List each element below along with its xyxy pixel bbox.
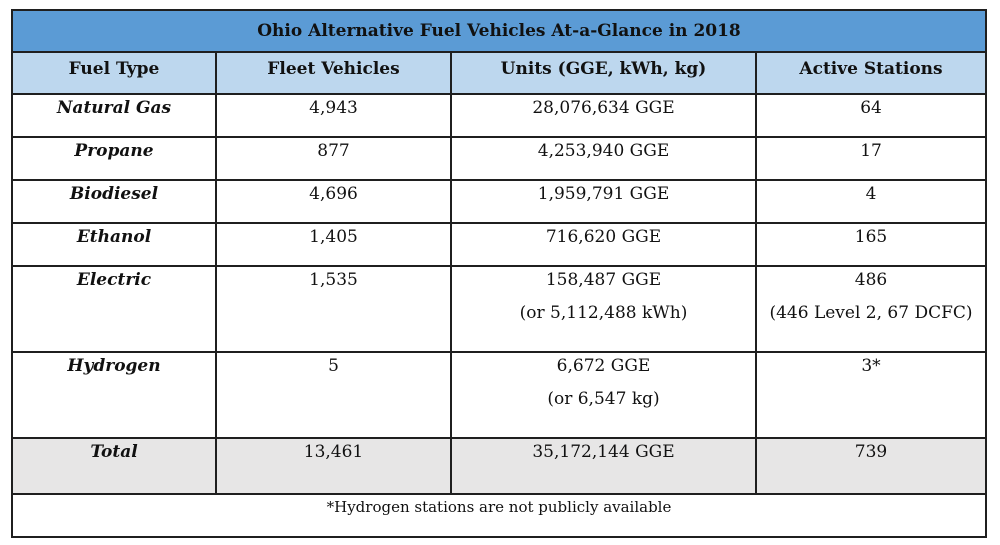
table-row: Hydrogen 5 6,672 GGE (or 6,547 kg) 3*: [11, 351, 988, 439]
fuel-type-cell: Propane: [11, 136, 217, 181]
fuel-type-cell: Natural Gas: [11, 93, 217, 138]
header-fuel-type: Fuel Type: [11, 51, 217, 95]
stations-cell: 64: [754, 93, 988, 138]
fuel-type-cell: Electric: [11, 265, 217, 353]
units-primary: 6,672 GGE: [556, 356, 651, 376]
footnote-row: *Hydrogen stations are not publicly avai…: [10, 493, 988, 538]
title-row: Ohio Alternative Fuel Vehicles At-a-Glan…: [10, 9, 988, 53]
fuel-type-cell: Ethanol: [11, 222, 217, 267]
header-fleet-vehicles: Fleet Vehicles: [215, 51, 452, 95]
fleet-cell: 877: [215, 136, 452, 181]
stations-cell: 4: [754, 179, 988, 224]
header-units: Units (GGE, kWh, kg): [450, 51, 757, 95]
fleet-cell: 4,943: [215, 93, 452, 138]
units-cell: 1,959,791 GGE: [450, 179, 757, 224]
stations-cell: 3*: [754, 351, 988, 439]
total-stations: 739: [754, 437, 988, 495]
fuel-type-cell: Hydrogen: [11, 351, 217, 439]
units-secondary: (or 6,547 kg): [547, 389, 660, 409]
stations-primary: 486: [854, 270, 888, 290]
footnote: *Hydrogen stations are not publicly avai…: [10, 493, 988, 538]
units-cell: 6,672 GGE (or 6,547 kg): [450, 351, 757, 439]
fleet-cell: 1,405: [215, 222, 452, 267]
header-row: Fuel Type Fleet Vehicles Units (GGE, kWh…: [11, 51, 988, 95]
fuel-type-cell: Biodiesel: [11, 179, 217, 224]
total-units: 35,172,144 GGE: [450, 437, 757, 495]
units-cell: 716,620 GGE: [450, 222, 757, 267]
stations-secondary: (446 Level 2, 67 DCFC): [769, 303, 973, 323]
stations-cell: 486 (446 Level 2, 67 DCFC): [754, 265, 988, 353]
units-cell: 4,253,940 GGE: [450, 136, 757, 181]
table-row: Ethanol 1,405 716,620 GGE 165: [11, 222, 988, 267]
units-primary: 158,487 GGE: [545, 270, 662, 290]
table-row: Electric 1,535 158,487 GGE (or 5,112,488…: [11, 265, 988, 353]
table-row: Propane 877 4,253,940 GGE 17: [11, 136, 988, 181]
table-title: Ohio Alternative Fuel Vehicles At-a-Glan…: [10, 9, 988, 53]
units-cell: 158,487 GGE (or 5,112,488 kWh): [450, 265, 757, 353]
total-row: Total 13,461 35,172,144 GGE 739: [11, 437, 988, 495]
fuel-vehicles-table: Ohio Alternative Fuel Vehicles At-a-Glan…: [10, 9, 988, 538]
units-secondary: (or 5,112,488 kWh): [519, 303, 688, 323]
stations-cell: 165: [754, 222, 988, 267]
fleet-cell: 1,535: [215, 265, 452, 353]
fleet-cell: 5: [215, 351, 452, 439]
units-cell: 28,076,634 GGE: [450, 93, 757, 138]
stations-cell: 17: [754, 136, 988, 181]
table-row: Natural Gas 4,943 28,076,634 GGE 64: [11, 93, 988, 138]
total-label: Total: [11, 437, 217, 495]
table-row: Biodiesel 4,696 1,959,791 GGE 4: [11, 179, 988, 224]
header-active-stations: Active Stations: [754, 51, 988, 95]
fleet-cell: 4,696: [215, 179, 452, 224]
total-fleet: 13,461: [215, 437, 452, 495]
